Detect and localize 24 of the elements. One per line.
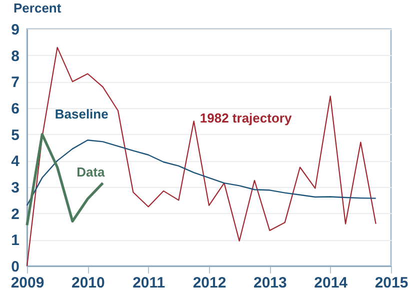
series-label: Baseline [54, 106, 108, 122]
y-tick-label: 6 [11, 100, 20, 118]
y-tick-label: 0 [11, 258, 20, 276]
series-label: Data [76, 164, 106, 180]
x-tick-label: 2011 [132, 274, 166, 292]
line-series [26, 46, 376, 267]
y-tick-label: 4 [11, 153, 20, 170]
y-tick-label: 1 [11, 232, 20, 250]
y-axis-title: Percent [14, 0, 62, 16]
line-series [26, 140, 376, 206]
x-tick-label: 2009 [10, 274, 44, 292]
y-tick-label: 5 [11, 126, 20, 144]
series-label: 1982 trajectory [200, 110, 292, 126]
y-tick-label: 7 [11, 74, 20, 92]
x-tick-label: 2010 [71, 274, 105, 292]
x-tick-label: 2013 [253, 274, 287, 292]
y-tick-label: 9 [11, 22, 20, 38]
x-tick-label: 2015 [374, 274, 408, 292]
line-series [26, 133, 104, 226]
y-tick-label: 3 [11, 180, 20, 196]
y-tick-label: 2 [11, 206, 20, 223]
x-tick-label: 2014 [314, 274, 348, 292]
y-tick-label: 8 [11, 48, 20, 65]
x-tick-label: 2012 [192, 274, 226, 292]
